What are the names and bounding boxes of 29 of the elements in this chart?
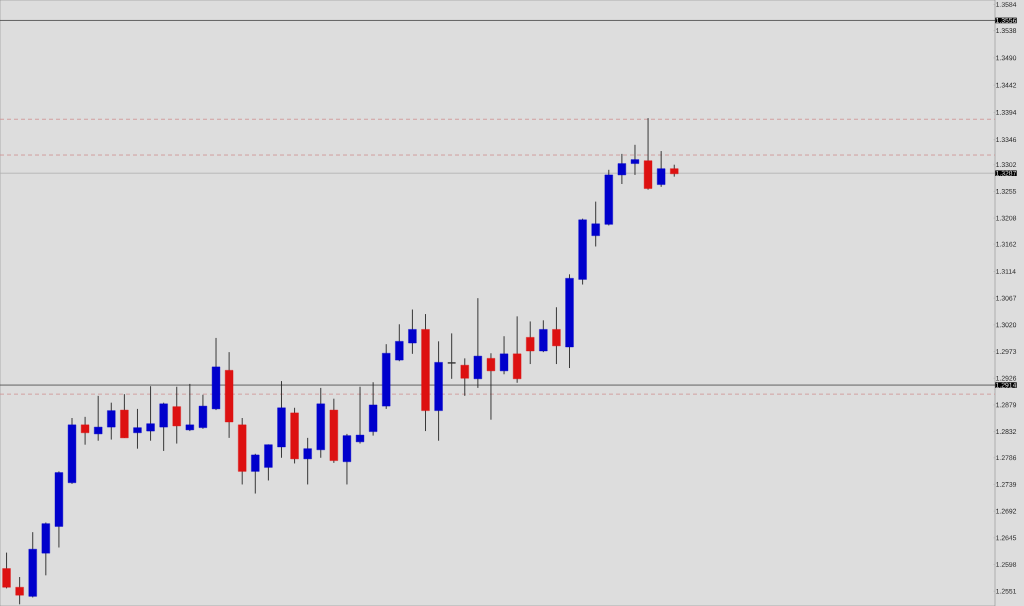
candlestick [185,383,194,432]
candlestick [408,309,417,355]
candlestick [159,402,168,452]
candlestick [355,386,365,445]
candlestick [2,552,11,589]
candlestick [146,385,155,442]
candlestick [395,323,404,362]
candlestick [107,402,116,441]
candlestick [657,150,666,188]
candlestick [80,416,90,446]
candlestick [198,394,208,430]
candlestick [473,297,482,389]
candlestick [526,321,535,365]
candlestick [447,332,457,380]
candlestick [499,335,509,375]
candlestick [303,437,312,485]
candlestick [630,144,640,176]
candlestick [539,319,548,353]
candlestick [251,453,260,494]
candlestick [94,395,103,442]
candlestick [264,444,273,481]
candlestick [460,357,469,397]
candlestick [15,576,24,605]
candlestick [172,386,181,445]
candlestick [552,306,561,365]
candlestick [591,201,600,247]
candlestick [617,153,627,185]
candlestick [486,352,496,421]
candlestick [133,408,142,450]
